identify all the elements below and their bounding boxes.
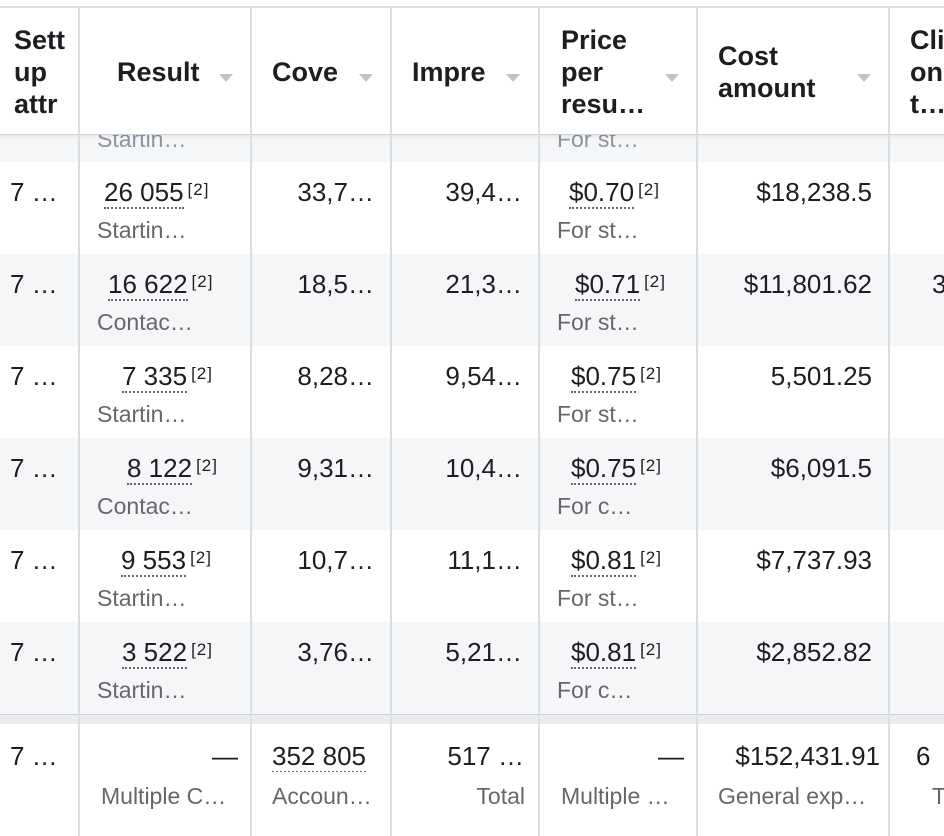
- coverage-total-value[interactable]: 352 805: [272, 741, 366, 772]
- result-value[interactable]: 8 122: [127, 453, 193, 485]
- table-row[interactable]: 7 … 16 622 [2] Contac… 18,5… 21,3… $0.71[…: [0, 254, 944, 346]
- sort-caret-icon[interactable]: [857, 74, 871, 82]
- column-divider[interactable]: [78, 6, 80, 836]
- price-value[interactable]: $0.81: [571, 637, 637, 669]
- table-total-row: 7 … — Multiple C… 352 805 Accoun… 517 … …: [0, 724, 944, 836]
- column-divider[interactable]: [390, 6, 392, 836]
- column-header-result[interactable]: Result: [117, 8, 247, 135]
- table-header: Sett up attr Result Cove Impre Price per…: [0, 6, 944, 135]
- price-value[interactable]: $0.71: [575, 269, 641, 301]
- price-value[interactable]: $0.75: [571, 361, 637, 393]
- result-value[interactable]: 16 622: [108, 269, 188, 301]
- table-row[interactable]: 7 … 3 522 [2] Startin… 3,76… 5,21… $0.81[…: [0, 622, 944, 714]
- column-header-clicks[interactable]: Cli on t…: [910, 24, 944, 119]
- sort-caret-icon[interactable]: [359, 74, 373, 82]
- price-value[interactable]: $0.81: [571, 545, 637, 577]
- table-row[interactable]: 7 … 26 055 [2] Startin… 33,7… 39,4… $0.70…: [10, 177, 872, 243]
- price-value[interactable]: $0.70: [569, 177, 635, 209]
- result-value[interactable]: 9 553: [121, 545, 187, 577]
- result-value[interactable]: 26 055: [104, 177, 184, 209]
- sort-caret-icon[interactable]: [665, 74, 679, 82]
- sort-caret-icon[interactable]: [506, 74, 520, 82]
- column-header-setup[interactable]: Sett up attr: [14, 24, 66, 119]
- column-divider[interactable]: [250, 6, 252, 836]
- column-header-coverage[interactable]: Cove: [272, 8, 387, 135]
- table-row[interactable]: 7 … 9 553 [2] Startin… 10,7… 11,1… $0.81[…: [10, 545, 872, 611]
- column-divider[interactable]: [696, 6, 698, 836]
- total-row-divider: [0, 714, 944, 724]
- column-header-cost-amount[interactable]: Cost amount: [718, 8, 886, 135]
- table-row[interactable]: 7 … 7 335 [2] Startin… 8,28… 9,54… $0.75[…: [10, 361, 872, 427]
- sort-caret-icon[interactable]: [219, 74, 233, 82]
- result-value[interactable]: 3 522: [122, 637, 188, 669]
- column-divider[interactable]: [888, 6, 890, 836]
- column-header-price-per-result[interactable]: Price per resu…: [561, 8, 693, 135]
- result-value[interactable]: 7 335: [122, 361, 188, 393]
- table-row-partial: Startin… For st…: [0, 126, 944, 162]
- column-divider[interactable]: [538, 6, 540, 836]
- column-header-impressions[interactable]: Impre: [412, 8, 536, 135]
- price-value[interactable]: $0.75: [571, 453, 637, 485]
- table-row[interactable]: 7 … 8 122 [2] Contac… 9,31… 10,4… $0.75 [2…: [0, 438, 944, 530]
